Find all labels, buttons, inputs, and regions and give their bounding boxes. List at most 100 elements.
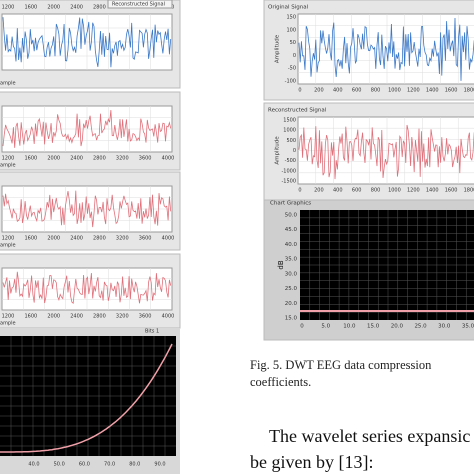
- x-tick-label: 3200: [116, 314, 129, 320]
- x-tick-label: 1400: [426, 188, 439, 194]
- x-tick-label: 25.0: [414, 324, 427, 330]
- signal-trace: [2, 17, 172, 68]
- y-tick-label: 30.0: [285, 271, 298, 277]
- x-tick-label: 3600: [139, 314, 152, 320]
- x-tick-label: 1200: [407, 188, 420, 194]
- signal-trace: [2, 190, 172, 228]
- y-tick-label: 150: [286, 15, 296, 21]
- x-tick-label: 2400: [70, 5, 83, 11]
- curve: [0, 343, 173, 453]
- x-tick-label: 400: [333, 188, 343, 194]
- signal-trace: [298, 17, 474, 81]
- y-tick-label: -1500: [281, 179, 296, 185]
- y-tick-label: -500: [285, 158, 296, 164]
- axis-label: ample: [0, 243, 16, 249]
- x-tick-label: 15.0: [367, 324, 380, 330]
- x-tick-label: 800: [371, 88, 381, 94]
- body-text: be given by [13]:: [250, 452, 373, 472]
- x-tick-label: 35.0: [462, 324, 474, 330]
- axis-label: Amplitude: [275, 34, 281, 63]
- x-tick-label: 200: [314, 88, 324, 94]
- axis-label: ample: [0, 81, 16, 87]
- y-tick-label: 25.0: [285, 286, 298, 292]
- x-tick-label: 1200: [2, 314, 15, 320]
- x-tick-label: 50.0: [54, 462, 65, 468]
- x-tick-label: 2000: [47, 314, 60, 320]
- x-tick-label: 70.0: [104, 462, 115, 468]
- x-tick-label: 1200: [2, 5, 15, 11]
- y-tick-label: 0: [293, 53, 296, 59]
- panel-title: Chart Graphics: [270, 201, 311, 207]
- y-tick-label: 100: [286, 27, 296, 33]
- x-tick-label: 2800: [93, 236, 106, 242]
- x-tick-label: 0: [298, 88, 301, 94]
- x-tick-label: 1600: [24, 156, 37, 162]
- x-tick-label: 2400: [70, 236, 83, 242]
- x-tick-label: 2400: [70, 156, 83, 162]
- x-tick-label: 1600: [24, 5, 37, 11]
- x-tick-label: 3200: [116, 236, 129, 242]
- y-tick-label: 1500: [283, 118, 296, 124]
- y-tick-label: 35.0: [285, 257, 298, 263]
- panel-title: Original Signal: [268, 5, 309, 11]
- x-tick-label: 4000: [162, 314, 175, 320]
- axis-label: ample: [0, 321, 16, 327]
- x-tick-label: 1200: [407, 88, 420, 94]
- x-tick-label: 3200: [116, 156, 129, 162]
- x-tick-label: 1600: [24, 314, 37, 320]
- panel-title: Reconstructed Signal: [268, 108, 327, 114]
- axis-label: Amplitude: [275, 136, 281, 165]
- x-tick-label: 2800: [93, 5, 106, 11]
- caption-line: Fig. 5. DWT EEG data compression: [250, 358, 432, 372]
- y-tick-label: -50: [288, 66, 296, 72]
- y-tick-label: 40.0: [285, 242, 298, 248]
- x-tick-label: 1800: [464, 88, 474, 94]
- x-tick-label: 4000: [162, 236, 175, 242]
- y-tick-label: 20.0: [285, 301, 298, 307]
- x-tick-label: 800: [371, 188, 381, 194]
- y-tick-label: -100: [285, 79, 296, 85]
- x-tick-label: 1600: [445, 188, 458, 194]
- x-tick-label: 200: [314, 188, 324, 194]
- x-tick-label: 0: [298, 188, 301, 194]
- x-tick-label: 2000: [47, 236, 60, 242]
- signal-trace: [2, 110, 172, 148]
- x-tick-label: 1200: [2, 236, 15, 242]
- x-tick-label: 1200: [2, 156, 15, 162]
- x-tick-label: 2800: [93, 156, 106, 162]
- x-tick-label: 30.0: [438, 324, 451, 330]
- x-tick-label: 80.0: [129, 462, 140, 468]
- x-tick-label: 40.0: [28, 462, 39, 468]
- signal-trace: [2, 271, 172, 304]
- x-tick-label: 600: [352, 188, 362, 194]
- y-tick-label: 0: [293, 148, 296, 154]
- x-tick-label: 2000: [47, 156, 60, 162]
- x-tick-label: 1600: [445, 88, 458, 94]
- x-tick-label: 400: [333, 88, 343, 94]
- x-tick-label: 20.0: [391, 324, 404, 330]
- legend-box: [107, 0, 173, 9]
- body-text: The wavelet series expansic: [269, 426, 470, 446]
- axis-label: dB: [277, 260, 285, 269]
- x-tick-label: 3600: [139, 156, 152, 162]
- x-tick-label: 2400: [70, 314, 83, 320]
- y-tick-label: 45.0: [285, 227, 298, 233]
- y-tick-label: 50.0: [285, 213, 298, 219]
- signal-trace: [298, 124, 474, 180]
- x-tick-label: 10.0: [343, 324, 356, 330]
- x-tick-label: 2000: [47, 5, 60, 11]
- x-tick-label: 1400: [426, 88, 439, 94]
- y-tick-label: 15.0: [285, 316, 298, 322]
- y-tick-label: -1000: [281, 168, 296, 174]
- x-tick-label: 5.0: [321, 324, 330, 330]
- x-tick-label: 3600: [139, 236, 152, 242]
- axis-label: ample: [0, 163, 16, 169]
- x-tick-label: 60.0: [79, 462, 90, 468]
- x-tick-label: 2800: [93, 314, 106, 320]
- x-tick-label: 1600: [24, 236, 37, 242]
- bits-label: Bits 1: [145, 329, 159, 335]
- x-tick-label: 1000: [388, 188, 401, 194]
- legend-label: Reconstructed Signal: [112, 2, 165, 8]
- y-tick-label: 50: [290, 40, 296, 46]
